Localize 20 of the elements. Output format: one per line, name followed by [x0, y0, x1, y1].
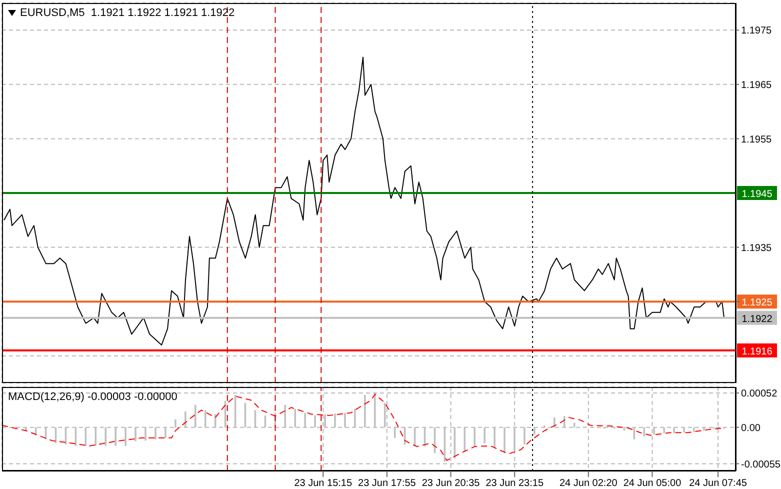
- y-tick-label: -0.00055: [741, 459, 781, 470]
- x-tick-label: 23 Jun 23:15: [486, 478, 544, 489]
- y-tick-label: 1.1965: [741, 80, 772, 91]
- y-tick-label: 0.00: [741, 422, 761, 434]
- ref-line-label: 1.1945: [742, 189, 773, 200]
- x-tick-label: 24 Jun 05:00: [623, 478, 682, 489]
- ref-line-label: 1.1916: [742, 346, 773, 358]
- x-tick-label: 24 Jun 02:20: [559, 478, 618, 489]
- x-tick-label: 24 Jun 07:45: [689, 478, 748, 489]
- ref-line-label: 1.1925: [742, 298, 773, 309]
- chart-title: MACD(12,26,9) -0.00003 -0.00000: [8, 391, 178, 403]
- x-tick-label: 23 Jun 20:35: [422, 478, 480, 489]
- ref-line-label: 1.1922: [742, 314, 773, 325]
- chart-title: EURUSD,M5 1.1921 1.1922 1.1921 1.1922: [20, 7, 235, 19]
- y-tick-label: 1.1955: [741, 134, 772, 146]
- y-tick-label: 0.00052: [741, 388, 778, 400]
- x-tick-label: 23 Jun 15:15: [294, 478, 352, 489]
- x-tick-label: 23 Jun 17:55: [358, 478, 416, 489]
- y-tick-label: 1.1935: [741, 242, 772, 254]
- y-tick-label: 1.1975: [741, 26, 772, 37]
